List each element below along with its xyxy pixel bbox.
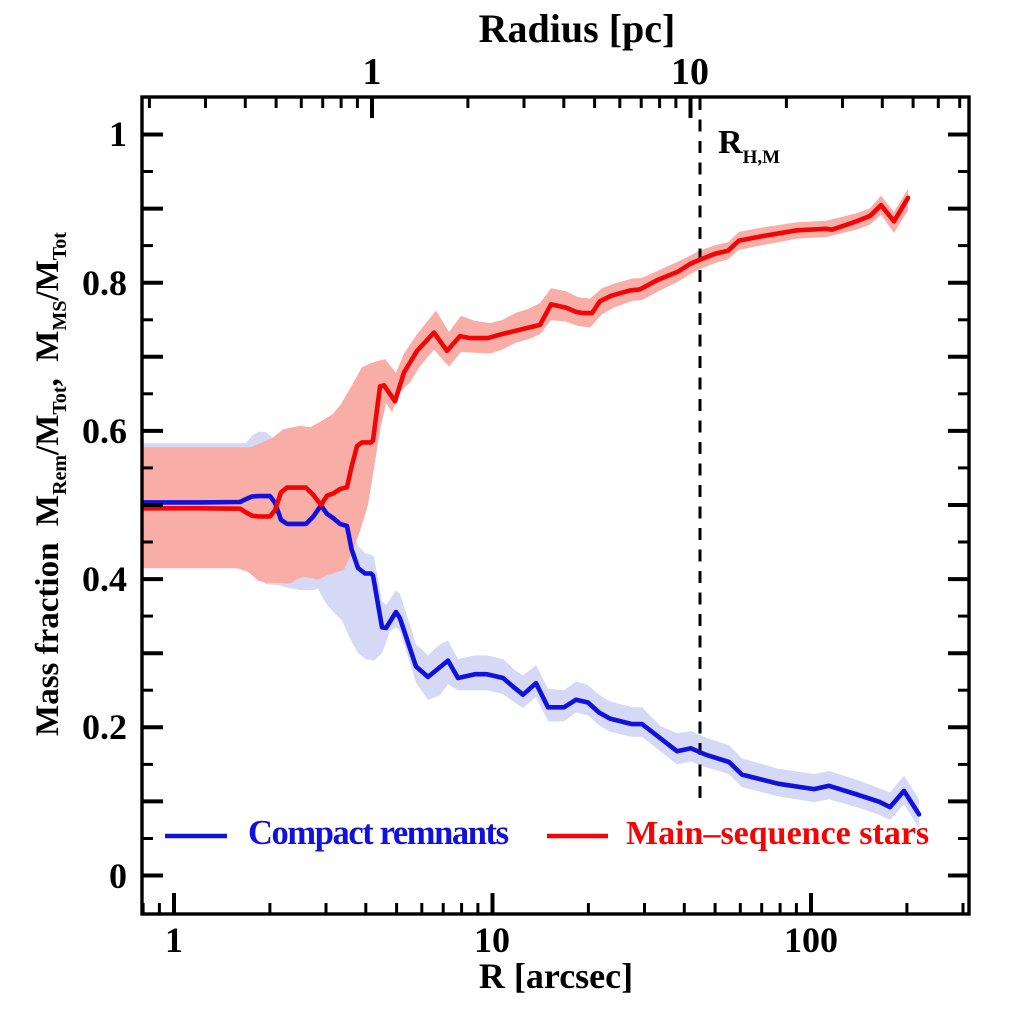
svg-text:0: 0	[109, 856, 127, 896]
svg-text:10: 10	[474, 920, 510, 960]
svg-text:R [arcsec]: R [arcsec]	[479, 956, 633, 996]
svg-text:Compact remnants: Compact remnants	[248, 814, 509, 852]
svg-text:Main–sequence stars: Main–sequence stars	[626, 815, 929, 852]
svg-text:0.8: 0.8	[82, 263, 127, 303]
svg-text:Radius [pc]: Radius [pc]	[479, 6, 676, 51]
svg-text:1: 1	[165, 920, 183, 960]
svg-text:0.2: 0.2	[82, 707, 127, 747]
svg-text:10: 10	[671, 51, 709, 93]
svg-text:1: 1	[109, 114, 127, 154]
svg-text:1: 1	[363, 51, 382, 93]
svg-text:0.6: 0.6	[82, 411, 127, 451]
svg-text:0.4: 0.4	[82, 559, 127, 599]
svg-text:100: 100	[784, 920, 838, 960]
